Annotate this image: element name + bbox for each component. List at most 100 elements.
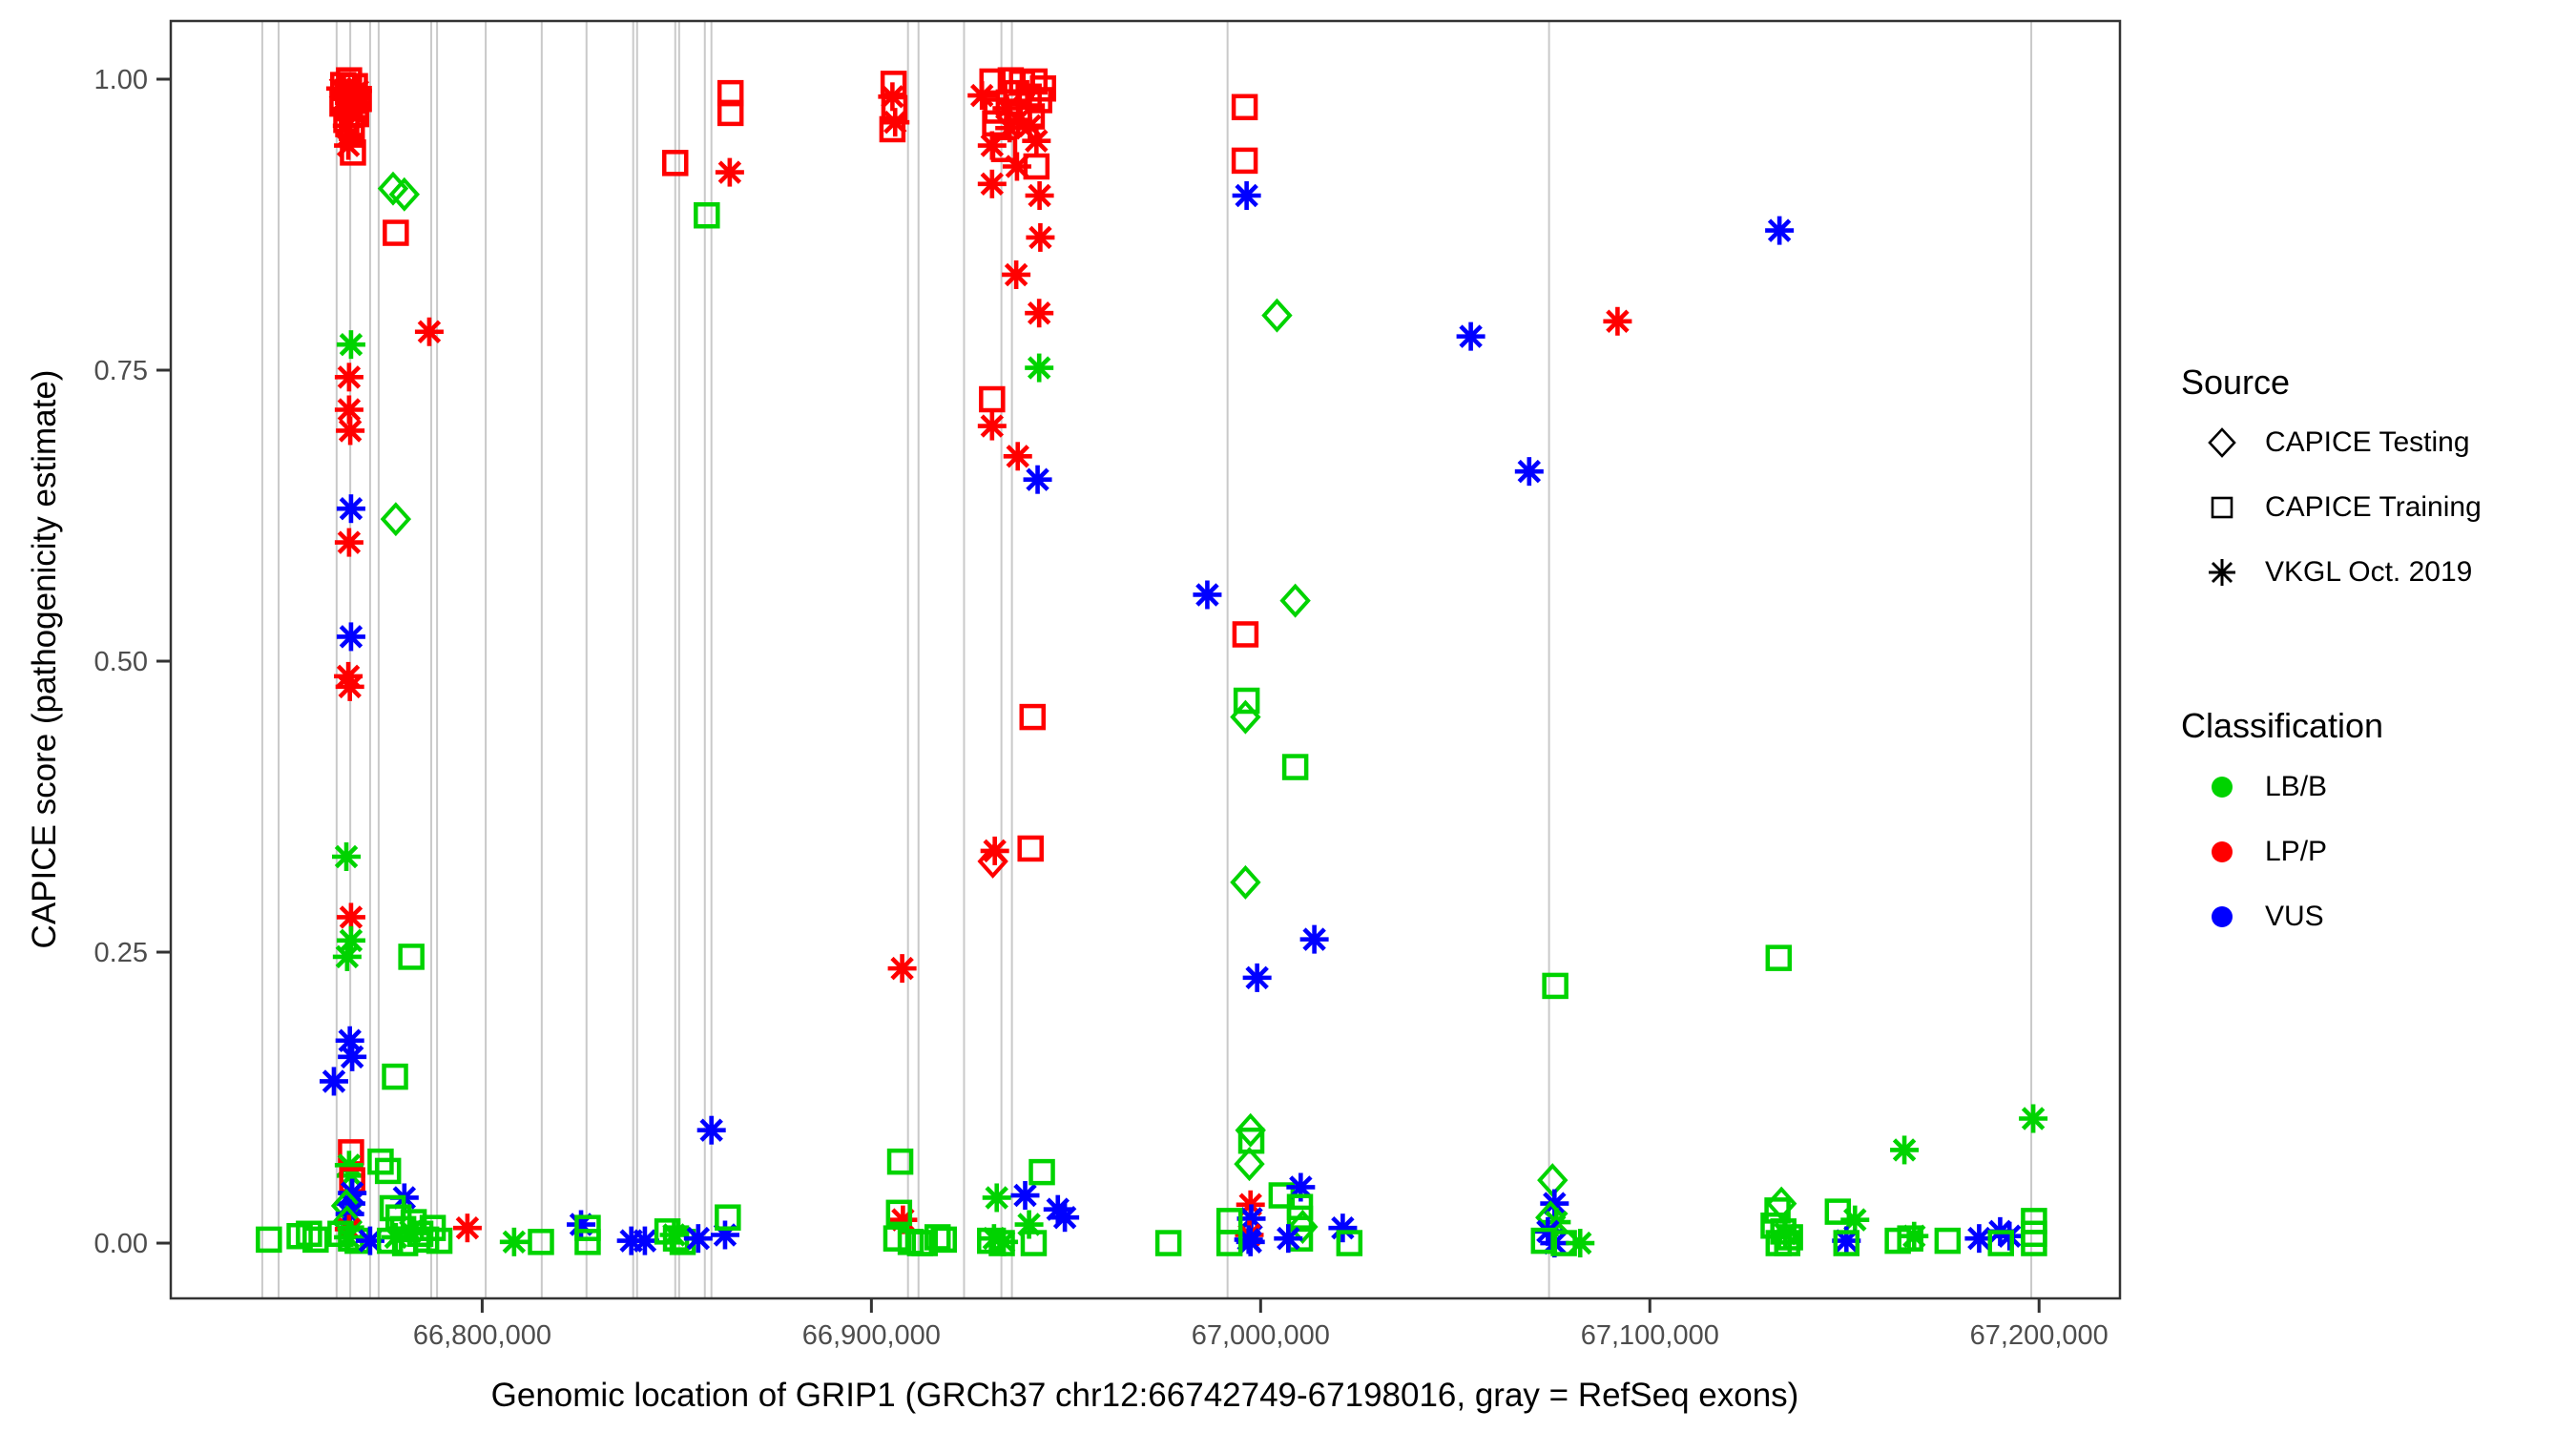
- data-point-square: [256, 1226, 282, 1254]
- data-point-square: [1232, 621, 1259, 648]
- legend-item-label: VKGL Oct. 2019: [2265, 556, 2473, 588]
- data-point-asterisk: [1023, 465, 1052, 494]
- data-point-diamond: [380, 502, 412, 537]
- data-point-asterisk: [335, 1026, 364, 1055]
- data-point-square: [1154, 1230, 1182, 1256]
- data-point-asterisk: [1002, 259, 1031, 289]
- green-dot-icon: [2204, 769, 2240, 805]
- x-tick-label: 67,100,000: [1581, 1320, 1719, 1351]
- y-tick-label: 0.25: [94, 938, 148, 968]
- legend-item-lbb: LB/B: [2204, 769, 2327, 805]
- data-point-asterisk: [1026, 222, 1055, 252]
- data-point-diamond: [1234, 1147, 1265, 1182]
- data-point-square: [574, 1229, 601, 1255]
- data-point-asterisk: [334, 1222, 364, 1252]
- asterisk-icon: [2204, 554, 2240, 591]
- data-point-asterisk: [1022, 126, 1051, 156]
- legend-item-label: CAPICE Training: [2265, 491, 2482, 523]
- square-open-icon: [2204, 489, 2240, 526]
- x-tick-label: 66,900,000: [802, 1320, 941, 1351]
- data-point-square: [374, 1157, 402, 1185]
- data-point-square: [296, 1220, 322, 1248]
- data-point-asterisk: [683, 1224, 713, 1254]
- data-point-asterisk: [696, 1115, 726, 1145]
- legend-item-lpp: LP/P: [2204, 834, 2327, 870]
- data-point-square: [426, 1227, 453, 1255]
- data-point-asterisk: [977, 411, 1007, 441]
- data-point-asterisk: [332, 942, 362, 971]
- x-axis-title: Genomic location of GRIP1 (GRCh37 chr12:…: [490, 1377, 1799, 1414]
- data-point-asterisk: [332, 841, 362, 871]
- panel-border: [169, 19, 2122, 1300]
- data-point-asterisk: [1274, 1224, 1303, 1254]
- data-point-asterisk: [715, 157, 744, 187]
- data-point-asterisk: [567, 1210, 596, 1239]
- x-tick-label: 66,800,000: [413, 1320, 551, 1351]
- data-point-asterisk: [336, 416, 365, 446]
- data-point-square: [694, 201, 720, 229]
- data-point-asterisk: [1299, 924, 1329, 954]
- data-point-asterisk: [334, 528, 364, 557]
- data-point-asterisk: [1771, 1219, 1800, 1249]
- y-tick-label: 1.00: [94, 65, 148, 95]
- data-point-square: [1987, 1230, 2014, 1256]
- data-point-square: [376, 1227, 404, 1255]
- data-point-asterisk: [1890, 1135, 1920, 1165]
- data-point-asterisk: [982, 1183, 1011, 1213]
- data-point-asterisk: [1010, 1181, 1040, 1211]
- data-point-asterisk: [977, 131, 1007, 160]
- data-point-asterisk: [977, 169, 1007, 198]
- data-point-diamond: [388, 176, 421, 212]
- data-point-square: [398, 944, 425, 970]
- data-point-asterisk: [1900, 1221, 1929, 1251]
- data-point-diamond: [1261, 298, 1293, 333]
- y-tick-label: 0.00: [94, 1229, 148, 1259]
- data-point-asterisk: [967, 81, 997, 111]
- data-point-square: [1833, 1230, 1860, 1256]
- data-point-asterisk: [1765, 216, 1795, 245]
- data-point-square: [715, 1204, 741, 1231]
- data-point-asterisk: [1003, 442, 1032, 471]
- data-point-asterisk: [336, 622, 365, 652]
- data-point-diamond: [977, 843, 1008, 879]
- data-point-square: [1281, 754, 1309, 780]
- data-point-square: [1550, 1230, 1577, 1256]
- data-point-asterisk: [319, 1067, 348, 1096]
- data-point-asterisk: [336, 330, 365, 360]
- data-point-square: [1286, 1205, 1314, 1233]
- data-point-asterisk: [1014, 1210, 1044, 1239]
- data-point-square: [1897, 1225, 1923, 1252]
- data-point-diamond: [1279, 583, 1311, 618]
- data-point-asterisk: [335, 672, 364, 701]
- data-point-square: [879, 115, 906, 143]
- legend-item-label: LP/P: [2265, 836, 2328, 867]
- data-point-asterisk: [1603, 306, 1632, 336]
- data-point-square: [2021, 1230, 2047, 1256]
- legend-source-title: Source: [2181, 363, 2291, 402]
- data-point-diamond: [1235, 1112, 1266, 1148]
- data-point-square: [391, 1230, 419, 1256]
- data-point-square: [1028, 1158, 1055, 1186]
- data-point-asterisk: [1025, 181, 1054, 211]
- data-point-square: [1019, 703, 1047, 731]
- legend-item-vus: VUS: [2204, 899, 2324, 935]
- data-point-asterisk: [995, 114, 1025, 143]
- y-axis-title: CAPICE score (pathogenicity estimate): [26, 369, 63, 949]
- data-point-square: [1017, 835, 1044, 862]
- data-point-asterisk: [452, 1213, 482, 1243]
- data-point-square: [924, 1224, 951, 1251]
- y-tick-label: 0.75: [94, 356, 148, 386]
- data-point-asterisk: [1025, 353, 1054, 383]
- data-point-square: [1231, 147, 1258, 175]
- legend-item-label: VUS: [2265, 901, 2324, 932]
- data-point-square: [885, 1199, 913, 1227]
- x-tick-label: 67,000,000: [1192, 1320, 1330, 1351]
- data-point-square: [1215, 1208, 1243, 1234]
- data-point-asterisk: [338, 1042, 367, 1071]
- blue-dot-icon: [2204, 899, 2240, 935]
- data-point-square: [1215, 1230, 1243, 1256]
- data-point-asterisk: [336, 494, 365, 524]
- data-point-asterisk: [878, 82, 907, 112]
